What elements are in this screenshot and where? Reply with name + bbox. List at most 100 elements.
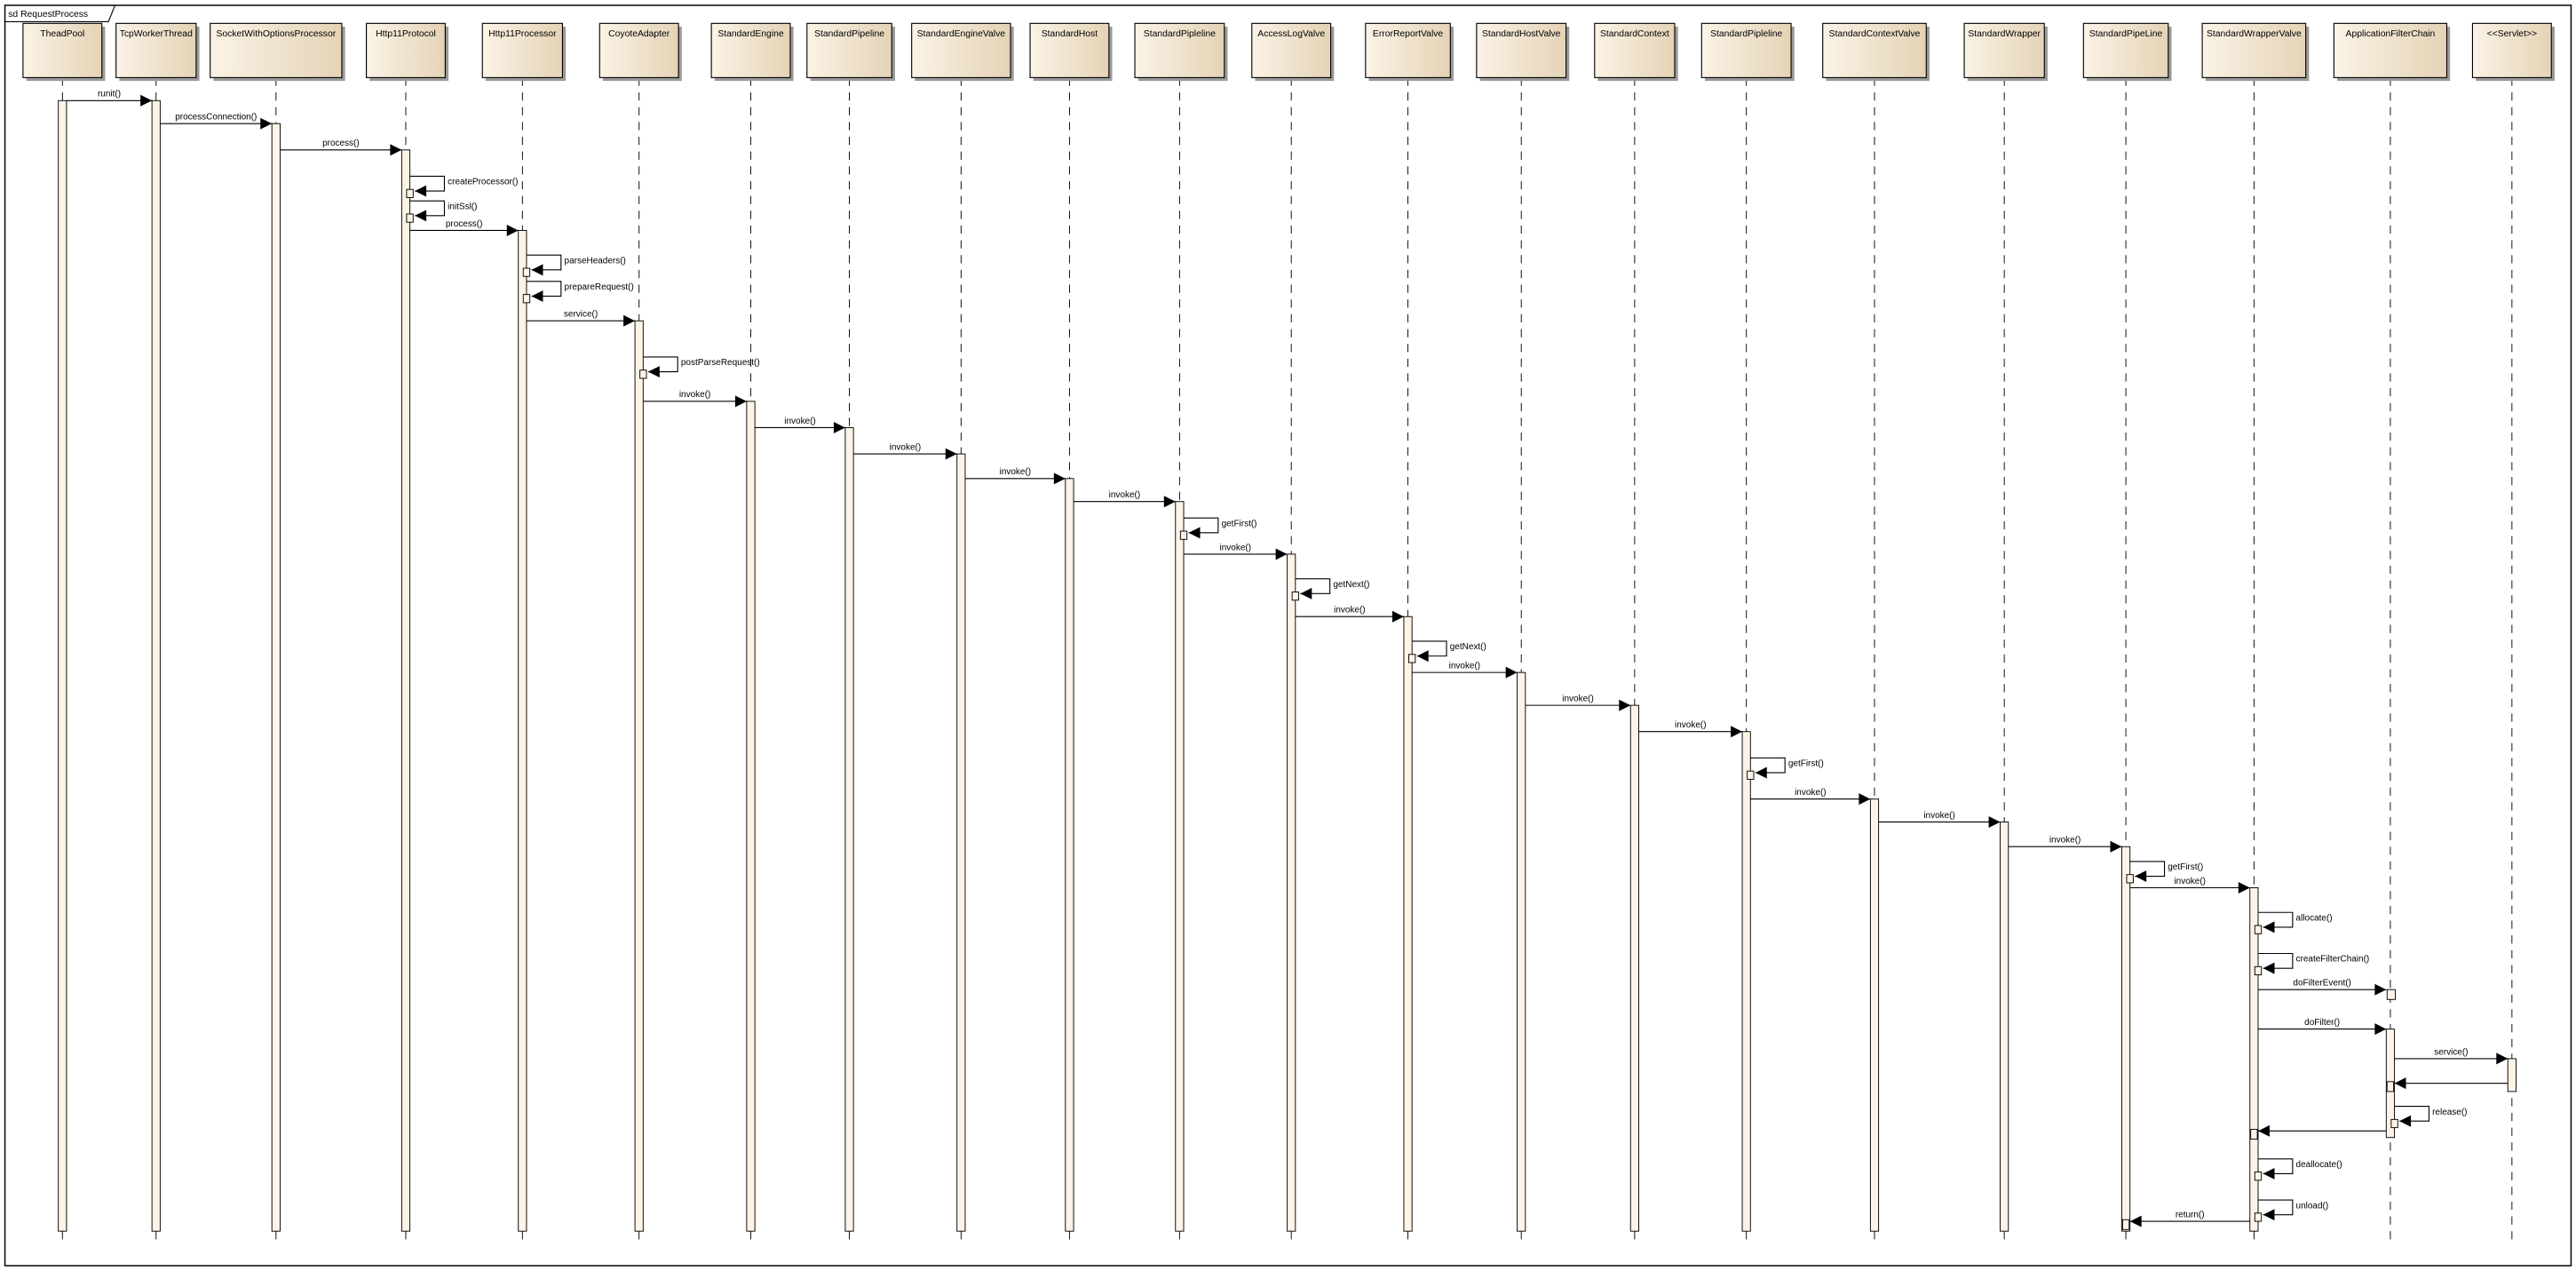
participant-14[interactable]: StandardContext [1594,22,1678,82]
message-call[interactable]: doFilterEvent() [2258,979,2387,996]
participant-name: ApplicationFilterChain [2346,29,2436,39]
participant-name: StandardWrapper [1968,29,2041,39]
message-self[interactable]: getNext() [1408,640,1486,663]
execution-box [2250,1129,2258,1140]
activation-bar [1869,798,1880,1232]
participant-box [1365,22,1451,78]
message-call[interactable]: invoke() [755,417,845,433]
participant-16[interactable]: StandardContextValve [1822,22,1930,82]
message-call[interactable]: service() [2394,1047,2509,1065]
execution-box [1408,654,1416,663]
message-label: parseHeaders() [565,256,626,266]
participant-0[interactable]: TheadPool [22,22,106,82]
participant-19[interactable]: StandardWrapperValve [2201,22,2310,82]
execution-box [406,188,414,198]
activation-bar [844,426,854,1232]
execution-box [406,213,414,223]
activation-bar [2249,887,2259,1232]
message-self[interactable]: getFirst() [2126,861,2203,884]
message-label: postParseRequest() [681,358,760,368]
participant-box [1251,22,1332,78]
message-self[interactable]: parseHeaders() [522,254,626,277]
message-self[interactable]: postParseRequest() [639,356,760,379]
participant-2[interactable]: SocketWithOptionsProcessor [210,22,345,82]
participant-17[interactable]: StandardWrapper [1963,22,2048,82]
arrowhead-icon [1505,666,1518,679]
message-call[interactable]: processConnection() [160,113,273,130]
message-self[interactable]: unload() [2254,1199,2328,1222]
activation-bar [400,149,411,1232]
message-call[interactable]: invoke() [1525,695,1631,711]
message-self[interactable]: prepareRequest() [522,281,634,304]
arrowhead-icon [2374,983,2387,996]
message-label: invoke() [2174,877,2206,886]
message-call[interactable]: process() [280,139,402,156]
activation-bar [1403,616,1413,1232]
message-self[interactable]: initSsl() [406,200,478,223]
message-label: invoke() [679,390,711,400]
message-self[interactable]: getNext() [1291,578,1369,601]
message-call[interactable]: doFilter() [2258,1018,2387,1036]
message-self[interactable]: createProcessor() [406,175,519,198]
participant-21[interactable]: <<Servlet>> [2471,22,2555,82]
participant-13[interactable]: StandardHostValve [1476,22,1570,82]
message-label: getFirst() [1788,759,1824,769]
message-call[interactable]: invoke() [1295,606,1404,623]
message-self[interactable]: createFilterChain() [2254,952,2369,976]
arrowhead-icon [260,117,273,130]
message-call[interactable]: invoke() [853,442,957,460]
message-self[interactable]: release() [2390,1106,2468,1129]
message-call[interactable]: invoke() [1184,543,1288,560]
message-call[interactable]: invoke() [1638,720,1743,738]
participant-8[interactable]: StandardEngineValve [911,22,1014,82]
message-call[interactable]: invoke() [2129,877,2250,894]
message-return[interactable] [2250,1124,2387,1140]
message-self[interactable]: allocate() [2254,911,2333,934]
message-call[interactable]: service() [526,310,636,327]
message-call[interactable]: invoke() [1074,490,1176,508]
participant-15[interactable]: StandardPipleline [1700,22,1795,82]
message-call[interactable]: invoke() [1750,788,1871,806]
participant-20[interactable]: ApplicationFilterChain [2333,22,2451,82]
message-call[interactable]: process() [409,219,519,236]
activation-bar [151,99,161,1232]
message-self[interactable]: getFirst() [1179,517,1257,540]
message-self[interactable]: deallocate() [2254,1158,2342,1181]
message-call[interactable]: invoke() [1412,662,1518,679]
participant-name: StandardContext [1600,29,1669,39]
message-call[interactable]: invoke() [1878,811,2001,828]
message-return[interactable] [2386,1077,2509,1092]
message-call[interactable]: invoke() [643,390,747,408]
message-label: service() [2434,1047,2468,1057]
execution-box [2121,1219,2130,1230]
participant-3[interactable]: Http11Protocol [366,22,449,82]
message-label: process() [322,139,360,148]
participant-1[interactable]: TcpWorkerThread [115,22,200,82]
participant-9[interactable]: StandardHost [1029,22,1113,82]
participant-6[interactable]: StandardEngine [710,22,794,82]
participant-name: TheadPool [40,29,84,39]
execution-box [1179,530,1188,540]
activation-bar [1175,501,1185,1232]
participant-5[interactable]: CoyoteAdapter [598,22,682,82]
participant-name: CoyoteAdapter [608,29,670,39]
arrowhead-icon [833,421,845,433]
message-return[interactable]: return() [2121,1210,2250,1230]
participant-10[interactable]: StandardPipleline [1134,22,1228,82]
participant-18[interactable]: StandardPipeLine [2082,22,2172,82]
participant-7[interactable]: StandardPipeline [806,22,895,82]
activation-bar [1287,553,1296,1232]
participant-4[interactable]: Http11Processor [481,22,567,82]
participant-12[interactable]: ErrorReportValve [1365,22,1454,82]
message-self[interactable]: getFirst() [1747,757,1824,780]
arrowhead-icon [2129,1215,2142,1227]
activation-bar [2120,846,2131,1232]
arrowhead-icon [415,185,427,197]
message-label: invoke() [1000,467,1032,477]
message-call[interactable]: invoke() [2008,836,2122,853]
participant-11[interactable]: AccessLogValve [1251,22,1335,82]
message-call[interactable]: runit() [66,90,153,107]
message-label: invoke() [1675,720,1707,730]
message-label: invoke() [1449,662,1481,671]
message-call[interactable]: invoke() [964,467,1066,485]
